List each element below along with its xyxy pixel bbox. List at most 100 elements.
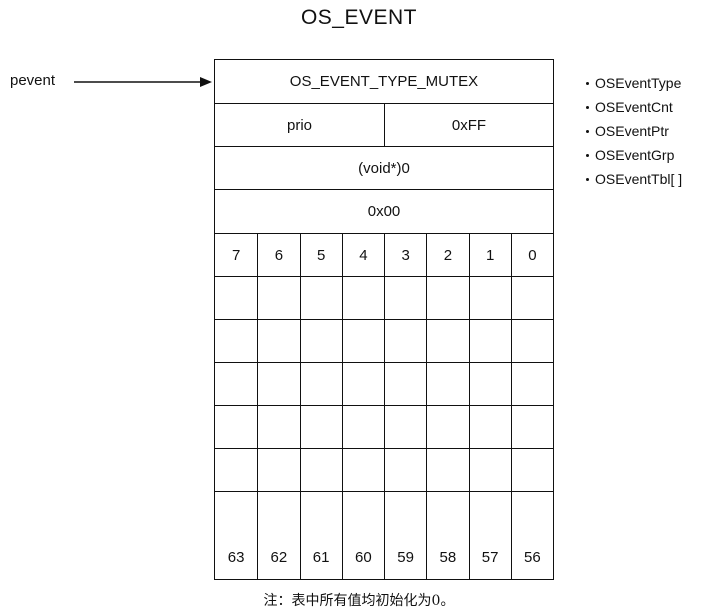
- event-table-cell: [341, 277, 384, 319]
- event-table-cell: [510, 320, 553, 362]
- event-table-cell: [384, 363, 426, 405]
- bit-label: 4: [341, 234, 384, 276]
- event-grp-value: 0x00: [367, 203, 401, 220]
- bit-label: 3: [384, 234, 426, 276]
- event-table-cell: [257, 320, 299, 362]
- event-table-cell: [215, 277, 257, 319]
- bit-label: 6: [257, 234, 299, 276]
- event-table-cell: [510, 449, 553, 491]
- event-table-cell: [426, 449, 468, 491]
- event-table-cell: [384, 492, 426, 535]
- event-table-cell: [215, 320, 257, 362]
- event-table-row: [215, 449, 553, 492]
- field-name-item: OSEventGrp: [586, 143, 682, 167]
- bullet-icon: [586, 153, 589, 157]
- event-table-cell: [510, 363, 553, 405]
- event-table-cell: [510, 277, 553, 319]
- event-table-cell: [341, 406, 384, 448]
- event-grp-row: 0x00: [215, 190, 553, 234]
- event-table-cell: [468, 363, 511, 405]
- event-table-cell: [299, 449, 342, 491]
- event-table-grid: [215, 277, 553, 535]
- event-ptr-value: (void*)0: [358, 159, 410, 177]
- bit-label: 2: [426, 234, 468, 276]
- field-name-list: OSEventType OSEventCnt OSEventPtr OSEven…: [586, 71, 682, 191]
- bit-label: 61: [299, 535, 342, 579]
- bit-label: 5: [299, 234, 342, 276]
- event-table-cell: [257, 363, 299, 405]
- field-name: OSEventPtr: [595, 123, 669, 139]
- event-table-cell: [510, 492, 553, 535]
- event-table-cell: [215, 492, 257, 535]
- event-cnt-row: prio 0xFF: [215, 104, 553, 147]
- bullet-icon: [586, 129, 589, 133]
- event-table-cell: [468, 320, 511, 362]
- bit-label: 60: [341, 535, 384, 579]
- event-table-cell: [426, 277, 468, 319]
- field-name: OSEventCnt: [595, 99, 673, 115]
- event-table-cell: [426, 406, 468, 448]
- os-event-structure: OS_EVENT_TYPE_MUTEX prio 0xFF (void*)0 0…: [214, 59, 554, 580]
- bit-label: 0: [510, 234, 553, 276]
- bit-label: 56: [510, 535, 553, 579]
- field-name: OSEventTbl[ ]: [595, 171, 683, 187]
- field-name-item: OSEventTbl[ ]: [586, 167, 682, 191]
- event-type-row: OS_EVENT_TYPE_MUTEX: [215, 60, 553, 104]
- event-table-cell: [257, 449, 299, 491]
- pointer-label: pevent: [10, 72, 56, 89]
- bit-label: 1: [468, 234, 511, 276]
- bit-label: 58: [426, 535, 468, 579]
- field-name: OSEventGrp: [595, 147, 675, 163]
- bullet-icon: [586, 105, 589, 109]
- field-name-item: OSEventPtr: [586, 119, 682, 143]
- event-table-cell: [510, 406, 553, 448]
- event-table-cell: [468, 406, 511, 448]
- event-table-cell: [468, 277, 511, 319]
- event-table-cell: [426, 363, 468, 405]
- event-type-value: OS_EVENT_TYPE_MUTEX: [289, 73, 479, 90]
- event-table-cell: [299, 406, 342, 448]
- bit-label: 7: [231, 246, 241, 264]
- event-table-cell: [341, 320, 384, 362]
- event-table-cell: [257, 277, 299, 319]
- footnote: 注：表中所有值均初始化为0。: [263, 593, 455, 609]
- event-table-cell: [299, 277, 342, 319]
- bit-label: 59: [384, 535, 426, 579]
- bullet-icon: [586, 81, 589, 85]
- event-table-cell: [384, 320, 426, 362]
- diagram-title: OS_EVENT: [300, 6, 418, 29]
- event-table-cell: [215, 406, 257, 448]
- event-ptr-row: (void*)0: [215, 147, 553, 190]
- event-table-cell: [468, 449, 511, 491]
- bit-header-row: 7 6 5 4 3 2 1 0: [215, 234, 553, 277]
- event-table-row: [215, 406, 553, 449]
- field-name-item: OSEventCnt: [586, 95, 682, 119]
- event-table-cell: [257, 406, 299, 448]
- event-table-cell: [299, 363, 342, 405]
- event-table-cell: [384, 449, 426, 491]
- event-table-cell: [341, 492, 384, 535]
- event-table-cell: [299, 320, 342, 362]
- event-table-row: [215, 363, 553, 406]
- event-table-cell: [426, 492, 468, 535]
- event-table-row: [215, 277, 553, 320]
- field-name-item: OSEventType: [586, 71, 682, 95]
- event-table-cell: [215, 363, 257, 405]
- bit-label: 63: [227, 548, 245, 566]
- pointer-arrow-icon: [74, 77, 212, 87]
- bit-label: 62: [257, 535, 299, 579]
- event-table-row: [215, 320, 553, 363]
- bullet-icon: [586, 177, 589, 181]
- event-table-cell: [468, 492, 511, 535]
- event-table-cell: [299, 492, 342, 535]
- event-table-row: [215, 492, 553, 535]
- bit-label: 57: [468, 535, 511, 579]
- event-cnt-prio: prio: [286, 116, 312, 134]
- event-cnt-value: 0xFF: [384, 104, 553, 146]
- event-table-cell: [384, 406, 426, 448]
- event-table-cell: [341, 363, 384, 405]
- event-table-cell: [257, 492, 299, 535]
- event-table-cell: [384, 277, 426, 319]
- event-table-cell: [341, 449, 384, 491]
- bit-footer-row: 63 62 61 60 59 58 57 56: [215, 535, 553, 579]
